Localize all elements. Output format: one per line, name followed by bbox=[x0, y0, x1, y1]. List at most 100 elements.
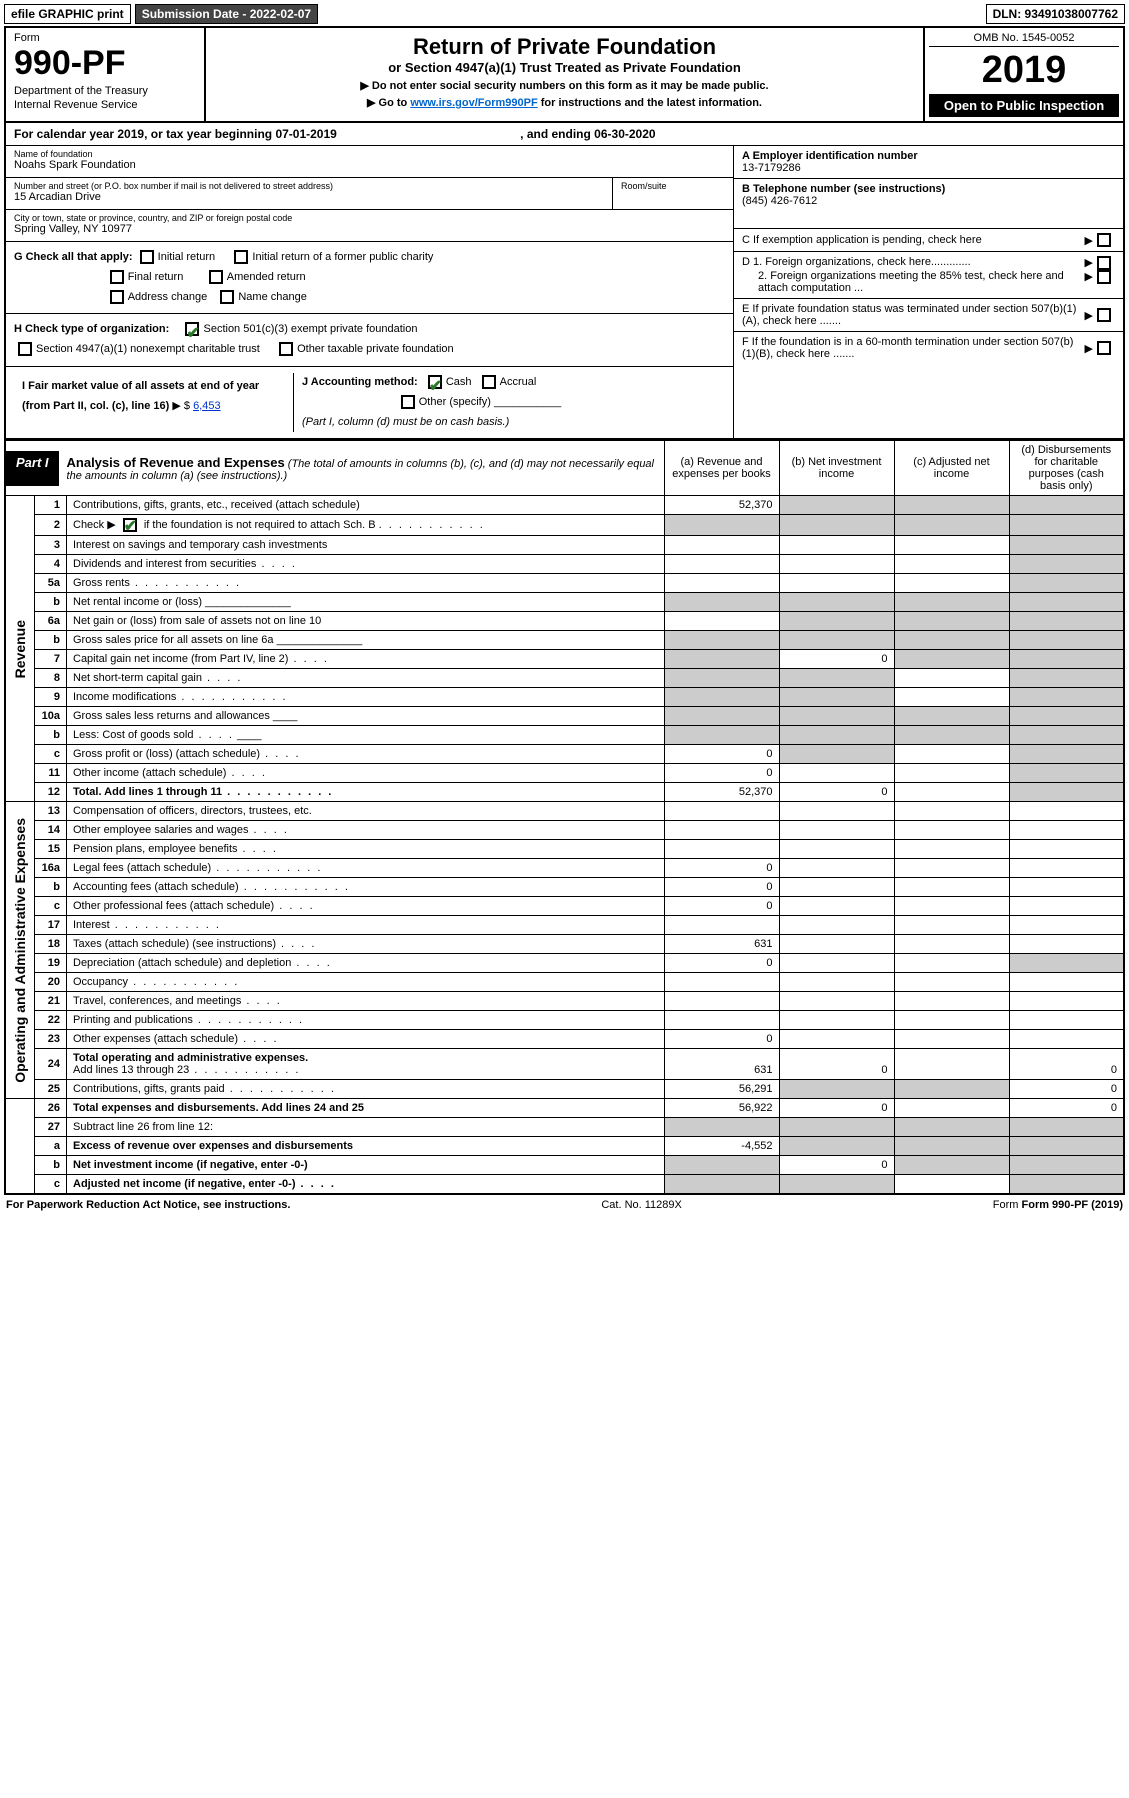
irs-label: Internal Revenue Service bbox=[14, 99, 196, 111]
row-16a: 16aLegal fees (attach schedule)0 bbox=[5, 859, 1124, 878]
line-8-desc: Net short-term capital gain bbox=[67, 669, 665, 688]
line-6b-d bbox=[1009, 631, 1124, 650]
dln-box: DLN: 93491038007762 bbox=[986, 4, 1125, 24]
chk-other-taxable[interactable] bbox=[279, 342, 293, 356]
address-row: Number and street (or P.O. box number if… bbox=[6, 178, 733, 210]
line-12-a: 52,370 bbox=[664, 783, 779, 802]
line-12-b: 0 bbox=[779, 783, 894, 802]
chk-501c3[interactable] bbox=[185, 322, 199, 336]
j-cash: Cash bbox=[446, 376, 472, 388]
chk-4947[interactable] bbox=[18, 342, 32, 356]
revenue-side: Revenue bbox=[5, 496, 35, 802]
line-21-c bbox=[894, 992, 1009, 1011]
chk-c[interactable] bbox=[1097, 233, 1111, 247]
tel-row: B Telephone number (see instructions) (8… bbox=[734, 179, 1123, 229]
r24-txt: Total operating and administrative expen… bbox=[73, 1052, 308, 1064]
chk-d1[interactable] bbox=[1097, 256, 1111, 270]
line-10c-b bbox=[779, 745, 894, 764]
line-13-desc: Compensation of officers, directors, tru… bbox=[67, 802, 665, 821]
line-15-a bbox=[664, 840, 779, 859]
line-19-num: 19 bbox=[35, 954, 67, 973]
note-ssn: ▶ Do not enter social security numbers o… bbox=[216, 79, 913, 92]
expenses-side: Operating and Administrative Expenses bbox=[5, 802, 35, 1099]
chk-d2[interactable] bbox=[1097, 270, 1111, 284]
line-10c-desc: Gross profit or (loss) (attach schedule) bbox=[67, 745, 665, 764]
line-2-a bbox=[664, 515, 779, 536]
line-24-desc: Total operating and administrative expen… bbox=[67, 1049, 665, 1080]
line-12-d bbox=[1009, 783, 1124, 802]
line-16a-desc: Legal fees (attach schedule) bbox=[67, 859, 665, 878]
line-14-c bbox=[894, 821, 1009, 840]
chk-other-method[interactable] bbox=[401, 395, 415, 409]
line-3-b bbox=[779, 536, 894, 555]
line-1-b bbox=[779, 496, 894, 515]
line-17-num: 17 bbox=[35, 916, 67, 935]
r11-txt: Other income (attach schedule) bbox=[73, 767, 226, 779]
line-22-a bbox=[664, 1011, 779, 1030]
tel-value: (845) 426-7612 bbox=[742, 195, 817, 207]
row-27b: bNet investment income (if negative, ent… bbox=[5, 1156, 1124, 1175]
line-23-b bbox=[779, 1030, 894, 1049]
chk-accrual[interactable] bbox=[482, 375, 496, 389]
line-27-num: 27 bbox=[35, 1118, 67, 1137]
chk-final-return[interactable] bbox=[110, 270, 124, 284]
line-27-desc: Subtract line 26 from line 12: bbox=[67, 1118, 665, 1137]
line-20-d bbox=[1009, 973, 1124, 992]
e-label: E If private foundation status was termi… bbox=[742, 303, 1085, 327]
line-5a-num: 5a bbox=[35, 574, 67, 593]
header-right: OMB No. 1545-0052 2019 Open to Public In… bbox=[923, 28, 1123, 121]
line-18-b bbox=[779, 935, 894, 954]
r15-txt: Pension plans, employee benefits bbox=[73, 843, 238, 855]
r21-txt: Travel, conferences, and meetings bbox=[73, 995, 241, 1007]
chk-initial-return[interactable] bbox=[140, 250, 154, 264]
line-27c-num: c bbox=[35, 1175, 67, 1195]
section-h: H Check type of organization: Section 50… bbox=[6, 314, 733, 367]
row-26: 26Total expenses and disbursements. Add … bbox=[5, 1099, 1124, 1118]
open-public: Open to Public Inspection bbox=[929, 94, 1119, 117]
line-17-d bbox=[1009, 916, 1124, 935]
line-6b-num: b bbox=[35, 631, 67, 650]
chk-f[interactable] bbox=[1097, 341, 1111, 355]
identity-section: Name of foundation Noahs Spark Foundatio… bbox=[4, 146, 1125, 440]
line-5b-desc: Net rental income or (loss) ____________… bbox=[67, 593, 665, 612]
h-4947: Section 4947(a)(1) nonexempt charitable … bbox=[36, 343, 260, 355]
page-footer: For Paperwork Reduction Act Notice, see … bbox=[4, 1195, 1125, 1215]
line-2-num: 2 bbox=[35, 515, 67, 536]
line-6b-b bbox=[779, 631, 894, 650]
line-6b-c bbox=[894, 631, 1009, 650]
line-25-d: 0 bbox=[1009, 1080, 1124, 1099]
line-21-a bbox=[664, 992, 779, 1011]
line-11-b bbox=[779, 764, 894, 783]
chk-amended[interactable] bbox=[209, 270, 223, 284]
line-18-c bbox=[894, 935, 1009, 954]
row-11: 11Other income (attach schedule)0 bbox=[5, 764, 1124, 783]
line-20-c bbox=[894, 973, 1009, 992]
line-1-c bbox=[894, 496, 1009, 515]
r16b-txt: Accounting fees (attach schedule) bbox=[73, 881, 239, 893]
ein-label: A Employer identification number bbox=[742, 150, 918, 162]
line-22-num: 22 bbox=[35, 1011, 67, 1030]
row-18: 18Taxes (attach schedule) (see instructi… bbox=[5, 935, 1124, 954]
line-3-d bbox=[1009, 536, 1124, 555]
line-24-a: 631 bbox=[664, 1049, 779, 1080]
fmv-value: 6,453 bbox=[193, 400, 221, 412]
chk-cash[interactable] bbox=[428, 375, 442, 389]
line-11-a: 0 bbox=[664, 764, 779, 783]
row-27a: aExcess of revenue over expenses and dis… bbox=[5, 1137, 1124, 1156]
chk-e[interactable] bbox=[1097, 308, 1111, 322]
h-other-tax: Other taxable private foundation bbox=[297, 343, 454, 355]
row-22: 22Printing and publications bbox=[5, 1011, 1124, 1030]
row-21: 21Travel, conferences, and meetings bbox=[5, 992, 1124, 1011]
line-14-num: 14 bbox=[35, 821, 67, 840]
line-10a-c bbox=[894, 707, 1009, 726]
line-6a-d bbox=[1009, 612, 1124, 631]
chk-address-change[interactable] bbox=[110, 290, 124, 304]
r24b-txt: Add lines 13 through 23 bbox=[73, 1064, 189, 1076]
chk-name-change[interactable] bbox=[220, 290, 234, 304]
chk-initial-former[interactable] bbox=[234, 250, 248, 264]
irs-link[interactable]: www.irs.gov/Form990PF bbox=[410, 97, 537, 109]
line-10a-a bbox=[664, 707, 779, 726]
line-16b-a: 0 bbox=[664, 878, 779, 897]
chk-schb[interactable] bbox=[123, 518, 137, 532]
f-label: F If the foundation is in a 60-month ter… bbox=[742, 336, 1085, 360]
